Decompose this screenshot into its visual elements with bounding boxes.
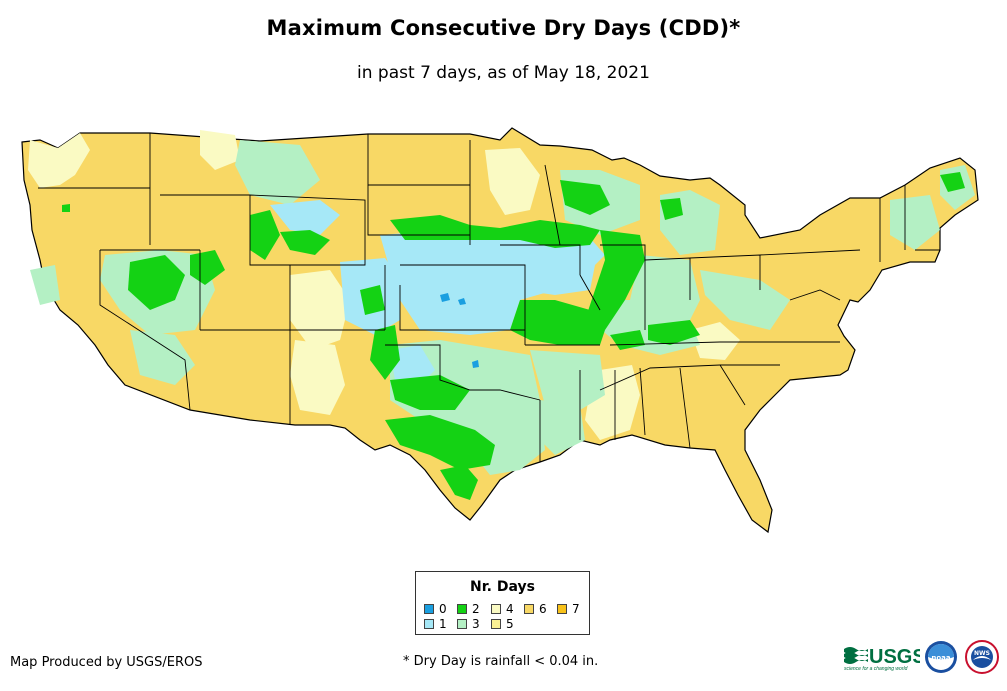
usgs-tagline: science for a changing world	[844, 666, 908, 672]
legend-title: Nr. Days	[470, 579, 535, 595]
patches-2-days	[62, 172, 965, 500]
legend-swatch-1	[424, 619, 434, 629]
legend-label-7: 7	[572, 602, 580, 616]
dry-day-footnote: * Dry Day is rainfall < 0.04 in.	[403, 654, 599, 669]
legend-item-1: 1	[424, 618, 447, 631]
legend-swatch-4	[491, 604, 501, 614]
legend-swatch-0	[424, 604, 434, 614]
state-boundaries	[38, 133, 940, 462]
legend-label-5: 5	[506, 617, 514, 631]
noaa-logo: noaa	[925, 641, 957, 673]
legend-item-5: 5	[491, 618, 514, 631]
legend-label-3: 3	[472, 617, 480, 631]
legend-label-1: 1	[439, 617, 447, 631]
legend-swatch-7	[557, 604, 567, 614]
map-title: Maximum Consecutive Dry Days (CDD)*	[266, 16, 741, 40]
legend-item-3: 3	[457, 618, 480, 631]
legend-item-7: 7	[557, 603, 580, 616]
nws-logo: NWS	[965, 640, 999, 674]
legend-swatch-5	[491, 619, 501, 629]
usgs-wordmark: USGS	[869, 646, 920, 668]
legend-swatch-2	[457, 604, 467, 614]
legend-item-4: 4	[491, 603, 514, 616]
map-legend: Nr. Days 0 1 2 3 4 5 6 7	[415, 571, 590, 635]
noaa-wordmark: noaa	[931, 654, 951, 662]
patches-0-days	[440, 293, 479, 368]
nws-wordmark: NWS	[974, 650, 990, 657]
map-credit: Map Produced by USGS/EROS	[10, 655, 203, 670]
legend-label-0: 0	[439, 602, 447, 616]
legend-label-2: 2	[472, 602, 480, 616]
legend-item-2: 2	[457, 603, 480, 616]
legend-label-4: 4	[506, 602, 514, 616]
map-subtitle: in past 7 days, as of May 18, 2021	[357, 63, 650, 83]
usgs-wave-icon	[844, 647, 868, 664]
legend-item-6: 6	[524, 603, 547, 616]
legend-swatch-3	[457, 619, 467, 629]
usgs-logo: USGS science for a changing world	[844, 646, 920, 672]
legend-item-0: 0	[424, 603, 447, 616]
legend-swatch-6	[524, 604, 534, 614]
legend-label-6: 6	[539, 602, 547, 616]
